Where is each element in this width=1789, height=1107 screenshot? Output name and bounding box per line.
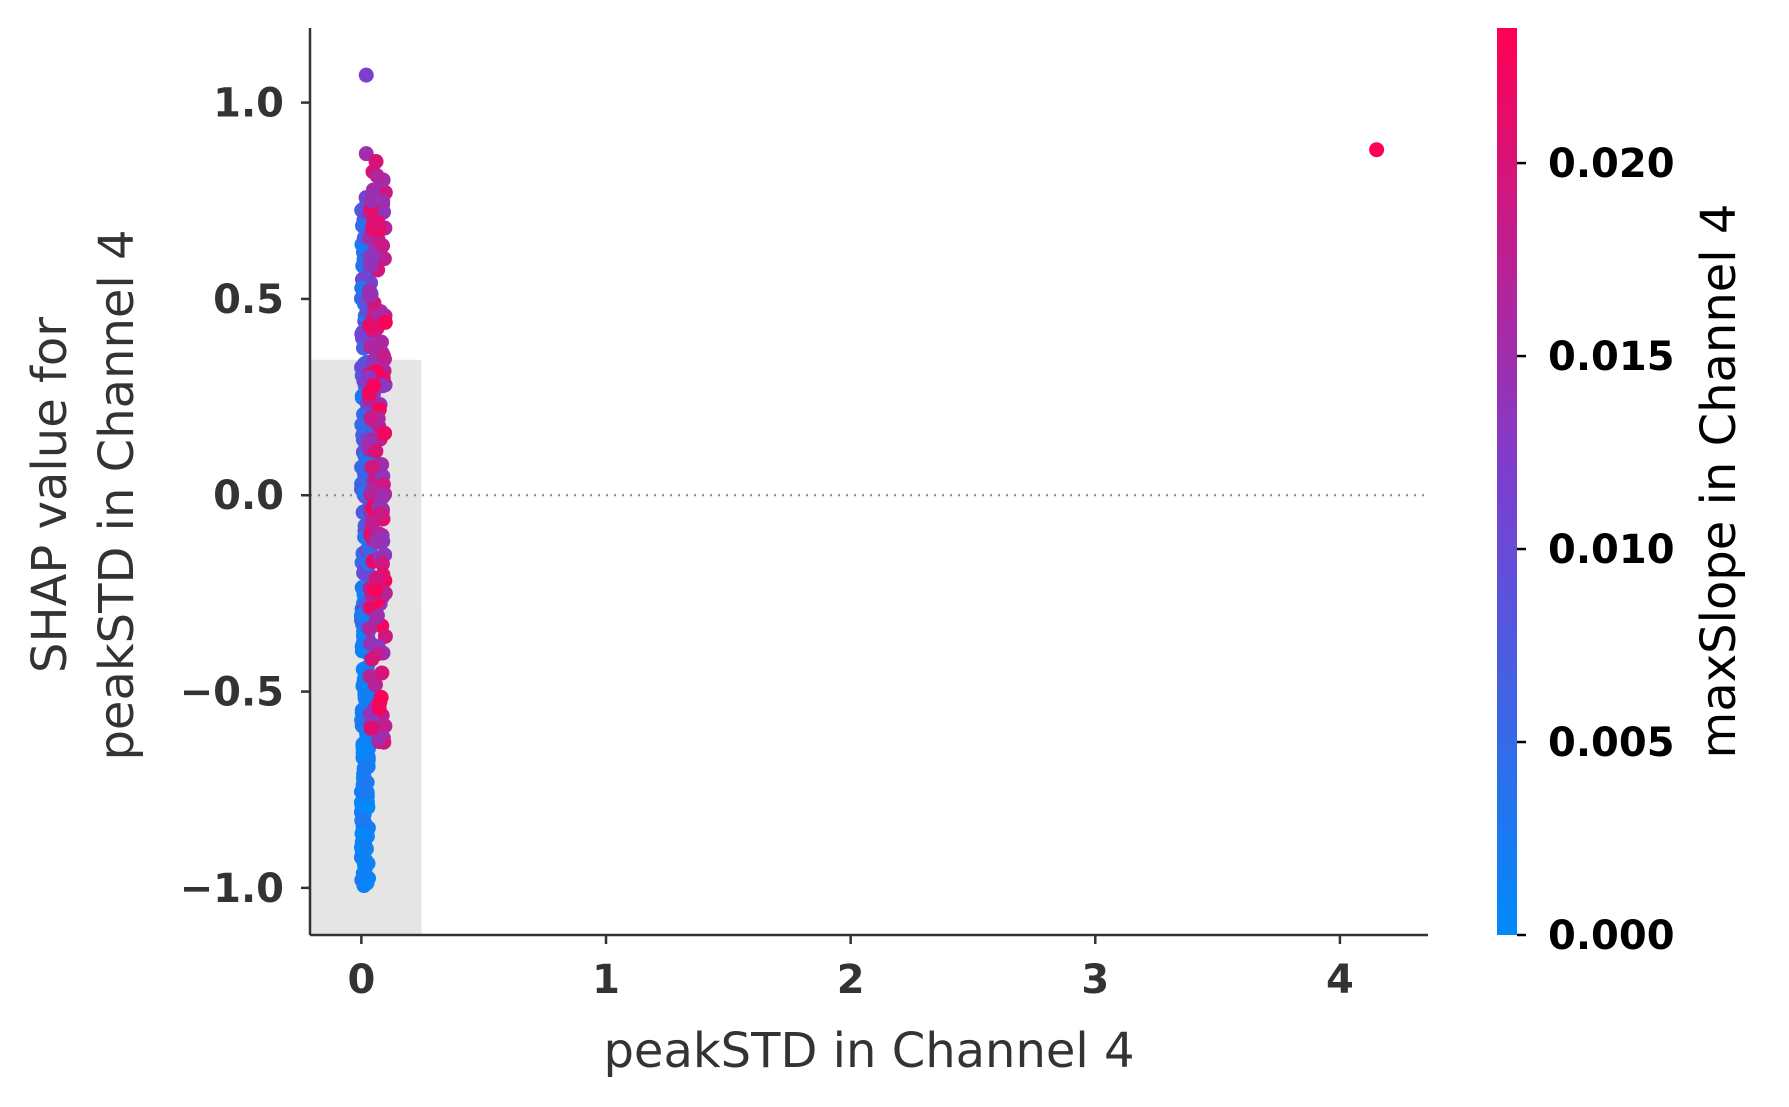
colorbar-tick-label: 0.015: [1548, 334, 1675, 380]
scatter-point: [357, 837, 373, 853]
scatter-point: [362, 621, 378, 637]
y-axis-title: SHAP value for peakSTD in Channel 4: [22, 229, 145, 760]
scatter-point: [356, 853, 372, 869]
y-tick-label: 1.0: [213, 81, 284, 127]
scatter-point: [367, 582, 383, 598]
colorbar: 0.000 0.005 0.010 0.015 0.020 maxSlope in Ch…: [1497, 28, 1747, 959]
scatter-point: [364, 651, 380, 667]
scatter-point: [360, 798, 376, 814]
x-axis-title: peakSTD in Channel 4: [603, 1023, 1134, 1079]
scatter-point: [354, 826, 370, 842]
scatter-point: [369, 609, 385, 625]
y-axis-title-line-2: peakSTD in Channel 4: [89, 229, 145, 760]
scatter-point: [374, 665, 390, 681]
colorbar-gradient: [1497, 28, 1517, 935]
scatter-point: [368, 443, 384, 459]
scatter-point: [1369, 142, 1385, 158]
scatter-point: [372, 506, 388, 522]
y-tick-label: 0.5: [213, 277, 284, 323]
scatter-point: [363, 339, 379, 355]
y-ticks: 1.0 0.5 0.0 −0.5 −1.0: [180, 81, 310, 912]
scatter-points: [353, 67, 1385, 894]
scatter-point: [364, 459, 380, 475]
x-tick-label: 4: [1326, 957, 1354, 1003]
scatter-point: [356, 740, 372, 756]
x-tick-label: 1: [592, 957, 620, 1003]
scatter-point: [367, 677, 383, 693]
scatter-point: [363, 720, 379, 736]
scatter-point: [368, 153, 384, 169]
scatter-point: [374, 556, 390, 572]
x-tick-label: 2: [837, 957, 865, 1003]
scatter-point: [357, 759, 373, 775]
colorbar-tick-label: 0.010: [1548, 527, 1675, 573]
scatter-point: [377, 425, 393, 441]
y-tick-label: 0.0: [213, 473, 284, 519]
scatter-point: [363, 410, 379, 426]
scatter-point: [376, 348, 392, 364]
scatter-point: [359, 875, 375, 891]
scatter-point: [354, 812, 370, 828]
y-tick-label: −0.5: [180, 670, 284, 716]
scatter-point: [375, 238, 391, 254]
scatter-point: [361, 283, 377, 299]
scatter-point: [363, 257, 379, 273]
scatter-point: [377, 314, 393, 330]
y-axis-title-line-1: SHAP value for: [22, 317, 78, 673]
colorbar-tick-label: 0.020: [1548, 141, 1675, 187]
scatter-point: [357, 687, 373, 703]
scatter-point: [369, 534, 385, 550]
scatter-point: [366, 377, 382, 393]
x-ticks: 0 1 2 3 4: [347, 935, 1354, 1003]
scatter-point: [364, 221, 380, 237]
scatter-point: [359, 774, 375, 790]
scatter-point: [368, 570, 384, 586]
scatter-point: [358, 67, 374, 83]
scatter-point: [377, 718, 393, 734]
colorbar-tick-label: 0.005: [1548, 720, 1675, 766]
x-tick-label: 3: [1081, 957, 1109, 1003]
colorbar-tick-label: 0.000: [1548, 913, 1675, 959]
y-tick-label: −1.0: [180, 866, 284, 912]
scatter-point: [361, 318, 377, 334]
x-tick-label: 0: [347, 957, 375, 1003]
colorbar-title: maxSlope in Channel 4: [1691, 204, 1747, 759]
scatter-point: [373, 689, 389, 705]
scatter-point: [364, 193, 380, 209]
axes: [308, 28, 1428, 937]
scatter-point: [369, 168, 385, 184]
colorbar-ticks: 0.000 0.005 0.010 0.015 0.020: [1517, 141, 1675, 959]
